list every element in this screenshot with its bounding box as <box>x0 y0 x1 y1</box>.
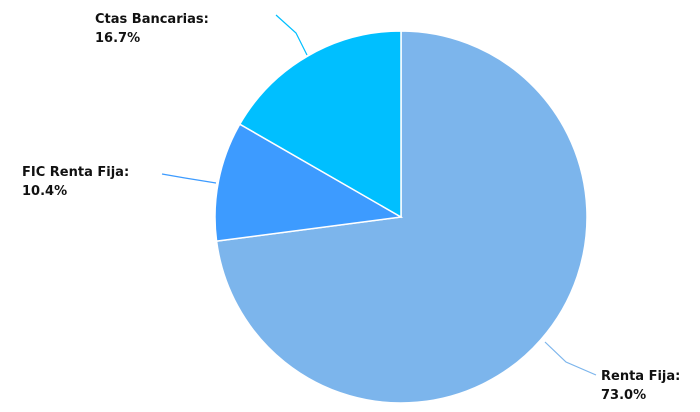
leader-line-fic-renta-fija <box>161 173 217 184</box>
slice-label-percent: 10.4% <box>22 184 67 199</box>
leader-line-ctas-bancarias <box>275 14 308 56</box>
leader-lines <box>161 14 597 376</box>
leader-line-renta-fija <box>544 341 597 376</box>
pie-slice-fic-renta-fija[interactable] <box>214 123 404 242</box>
pie-slices <box>214 30 588 404</box>
slice-label-percent: 16.7% <box>95 31 140 46</box>
pie-slice-ctas-bancarias[interactable] <box>238 30 402 219</box>
slice-label-name: Renta Fija: <box>601 369 680 384</box>
slice-label-percent: 73.0% <box>601 388 646 403</box>
slice-label-name: FIC Renta Fija: <box>22 165 129 180</box>
slice-labels: Renta Fija: 73.0% FIC Renta Fija: 10.4% Ctas… <box>22 12 680 403</box>
slice-label-name: Ctas Bancarias: <box>95 12 209 27</box>
